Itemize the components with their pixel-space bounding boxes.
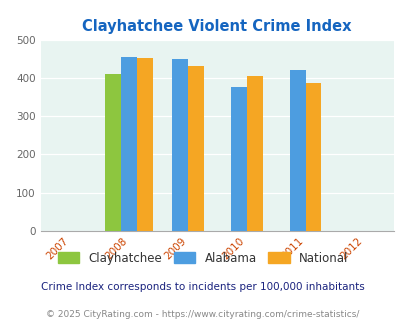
Text: Crime Index corresponds to incidents per 100,000 inhabitants: Crime Index corresponds to incidents per… (41, 282, 364, 292)
Text: © 2025 CityRating.com - https://www.cityrating.com/crime-statistics/: © 2025 CityRating.com - https://www.city… (46, 310, 359, 319)
Bar (188, 66, 203, 231)
Bar (289, 70, 305, 231)
Bar (246, 76, 262, 231)
Title: Clayhatchee Violent Crime Index: Clayhatchee Violent Crime Index (82, 19, 351, 34)
Bar (305, 83, 321, 231)
Bar (121, 57, 136, 231)
Legend: Clayhatchee, Alabama, National: Clayhatchee, Alabama, National (53, 247, 352, 269)
Bar (171, 59, 188, 231)
Bar (136, 58, 152, 231)
Bar (105, 74, 121, 231)
Bar (230, 87, 246, 231)
